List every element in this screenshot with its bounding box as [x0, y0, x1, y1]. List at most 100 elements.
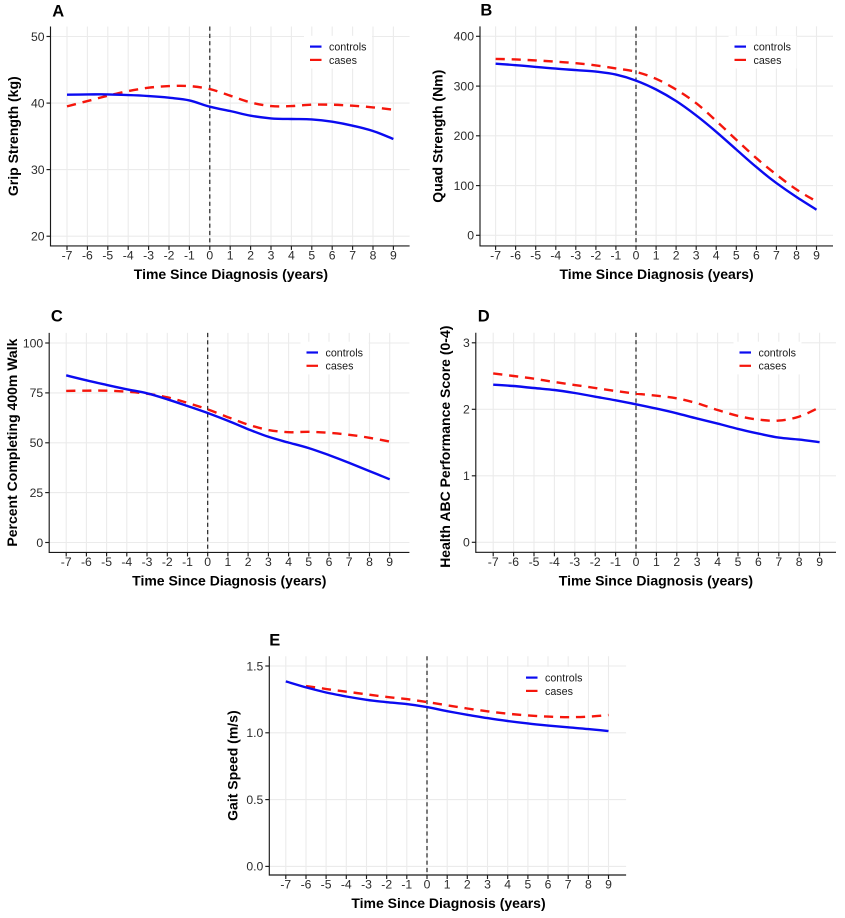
svg-text:8: 8 — [366, 555, 373, 569]
svg-text:0: 0 — [204, 555, 211, 569]
svg-text:2: 2 — [464, 878, 471, 892]
svg-text:D: D — [478, 308, 490, 326]
svg-text:controls: controls — [326, 347, 363, 359]
svg-text:-6: -6 — [81, 555, 92, 569]
svg-text:-1: -1 — [401, 878, 412, 892]
svg-text:-5: -5 — [529, 555, 540, 569]
svg-text:100: 100 — [454, 179, 475, 193]
svg-text:0: 0 — [633, 249, 640, 263]
svg-text:Time Since Diagnosis (years): Time Since Diagnosis (years) — [559, 266, 753, 282]
svg-text:Health ABC Performance Score (: Health ABC Performance Score (0-4) — [437, 326, 453, 568]
svg-text:6: 6 — [326, 555, 333, 569]
svg-text:Time Since Diagnosis (years): Time Since Diagnosis (years) — [134, 266, 328, 282]
svg-text:cases: cases — [329, 55, 357, 67]
svg-text:9: 9 — [386, 555, 393, 569]
svg-text:-4: -4 — [121, 555, 132, 569]
svg-text:-7: -7 — [61, 555, 72, 569]
svg-text:B: B — [480, 2, 492, 20]
svg-text:controls: controls — [754, 42, 791, 54]
svg-text:40: 40 — [31, 96, 45, 110]
svg-text:-6: -6 — [301, 878, 312, 892]
svg-text:-3: -3 — [569, 555, 580, 569]
svg-text:9: 9 — [390, 249, 397, 263]
svg-text:0.5: 0.5 — [246, 793, 263, 807]
svg-text:cases: cases — [545, 686, 573, 698]
svg-text:2: 2 — [463, 403, 470, 417]
svg-text:3: 3 — [463, 336, 470, 350]
svg-text:Grip Strength (kg): Grip Strength (kg) — [5, 76, 21, 196]
svg-text:5: 5 — [735, 555, 742, 569]
svg-text:0: 0 — [36, 536, 43, 550]
svg-text:5: 5 — [305, 555, 312, 569]
svg-text:4: 4 — [713, 249, 720, 263]
svg-text:1.5: 1.5 — [246, 659, 263, 673]
svg-text:3: 3 — [693, 249, 700, 263]
svg-text:1: 1 — [653, 555, 660, 569]
svg-text:7: 7 — [773, 249, 780, 263]
svg-text:C: C — [51, 308, 63, 326]
svg-text:8: 8 — [796, 555, 803, 569]
svg-text:-1: -1 — [610, 249, 621, 263]
svg-text:7: 7 — [775, 555, 782, 569]
svg-text:200: 200 — [454, 129, 475, 143]
svg-text:-4: -4 — [549, 555, 560, 569]
svg-text:8: 8 — [793, 249, 800, 263]
svg-text:-5: -5 — [102, 249, 113, 263]
svg-text:0: 0 — [463, 536, 470, 550]
svg-text:75: 75 — [30, 386, 44, 400]
svg-text:6: 6 — [329, 249, 336, 263]
svg-text:1: 1 — [463, 469, 470, 483]
svg-text:3: 3 — [484, 878, 491, 892]
svg-text:7: 7 — [565, 878, 572, 892]
svg-text:-5: -5 — [530, 249, 541, 263]
svg-text:Quad Strength (Nm): Quad Strength (Nm) — [430, 70, 446, 203]
svg-text:-4: -4 — [341, 878, 352, 892]
svg-text:400: 400 — [454, 30, 475, 44]
svg-text:Time Since Diagnosis (years): Time Since Diagnosis (years) — [132, 572, 326, 588]
svg-text:Time Since Diagnosis (years): Time Since Diagnosis (years) — [351, 895, 545, 911]
svg-text:1: 1 — [444, 878, 451, 892]
svg-text:-2: -2 — [162, 555, 173, 569]
svg-text:8: 8 — [370, 249, 377, 263]
svg-text:4: 4 — [504, 878, 511, 892]
svg-text:-6: -6 — [508, 555, 519, 569]
svg-text:1: 1 — [653, 249, 660, 263]
svg-text:1: 1 — [227, 249, 234, 263]
svg-text:-5: -5 — [101, 555, 112, 569]
svg-text:-2: -2 — [164, 249, 175, 263]
svg-text:3: 3 — [268, 249, 275, 263]
svg-text:-1: -1 — [182, 555, 193, 569]
svg-text:5: 5 — [525, 878, 532, 892]
svg-text:-7: -7 — [490, 249, 501, 263]
svg-text:25: 25 — [30, 486, 44, 500]
svg-text:9: 9 — [816, 555, 823, 569]
svg-text:3: 3 — [265, 555, 272, 569]
svg-text:2: 2 — [673, 555, 680, 569]
svg-text:-7: -7 — [488, 555, 499, 569]
svg-text:E: E — [269, 632, 280, 650]
svg-text:8: 8 — [585, 878, 592, 892]
svg-text:1.0: 1.0 — [246, 726, 263, 740]
svg-text:controls: controls — [545, 673, 582, 685]
svg-text:cases: cases — [326, 361, 354, 373]
svg-text:3: 3 — [694, 555, 701, 569]
svg-text:0: 0 — [206, 249, 213, 263]
svg-text:-6: -6 — [510, 249, 521, 263]
svg-text:cases: cases — [754, 55, 782, 67]
svg-text:6: 6 — [753, 249, 760, 263]
svg-text:Time Since Diagnosis (years): Time Since Diagnosis (years) — [559, 572, 753, 588]
svg-text:2: 2 — [245, 555, 252, 569]
svg-text:A: A — [52, 2, 64, 20]
svg-text:0: 0 — [633, 555, 640, 569]
svg-text:Gait Speed (m/s): Gait Speed (m/s) — [225, 710, 241, 820]
svg-text:-2: -2 — [590, 249, 601, 263]
svg-text:50: 50 — [31, 30, 45, 44]
svg-text:0.0: 0.0 — [246, 860, 263, 874]
svg-text:4: 4 — [285, 555, 292, 569]
svg-text:controls: controls — [759, 347, 796, 359]
svg-text:-4: -4 — [123, 249, 134, 263]
svg-text:-5: -5 — [321, 878, 332, 892]
svg-text:-2: -2 — [381, 878, 392, 892]
svg-text:0: 0 — [424, 878, 431, 892]
svg-text:-3: -3 — [361, 878, 372, 892]
